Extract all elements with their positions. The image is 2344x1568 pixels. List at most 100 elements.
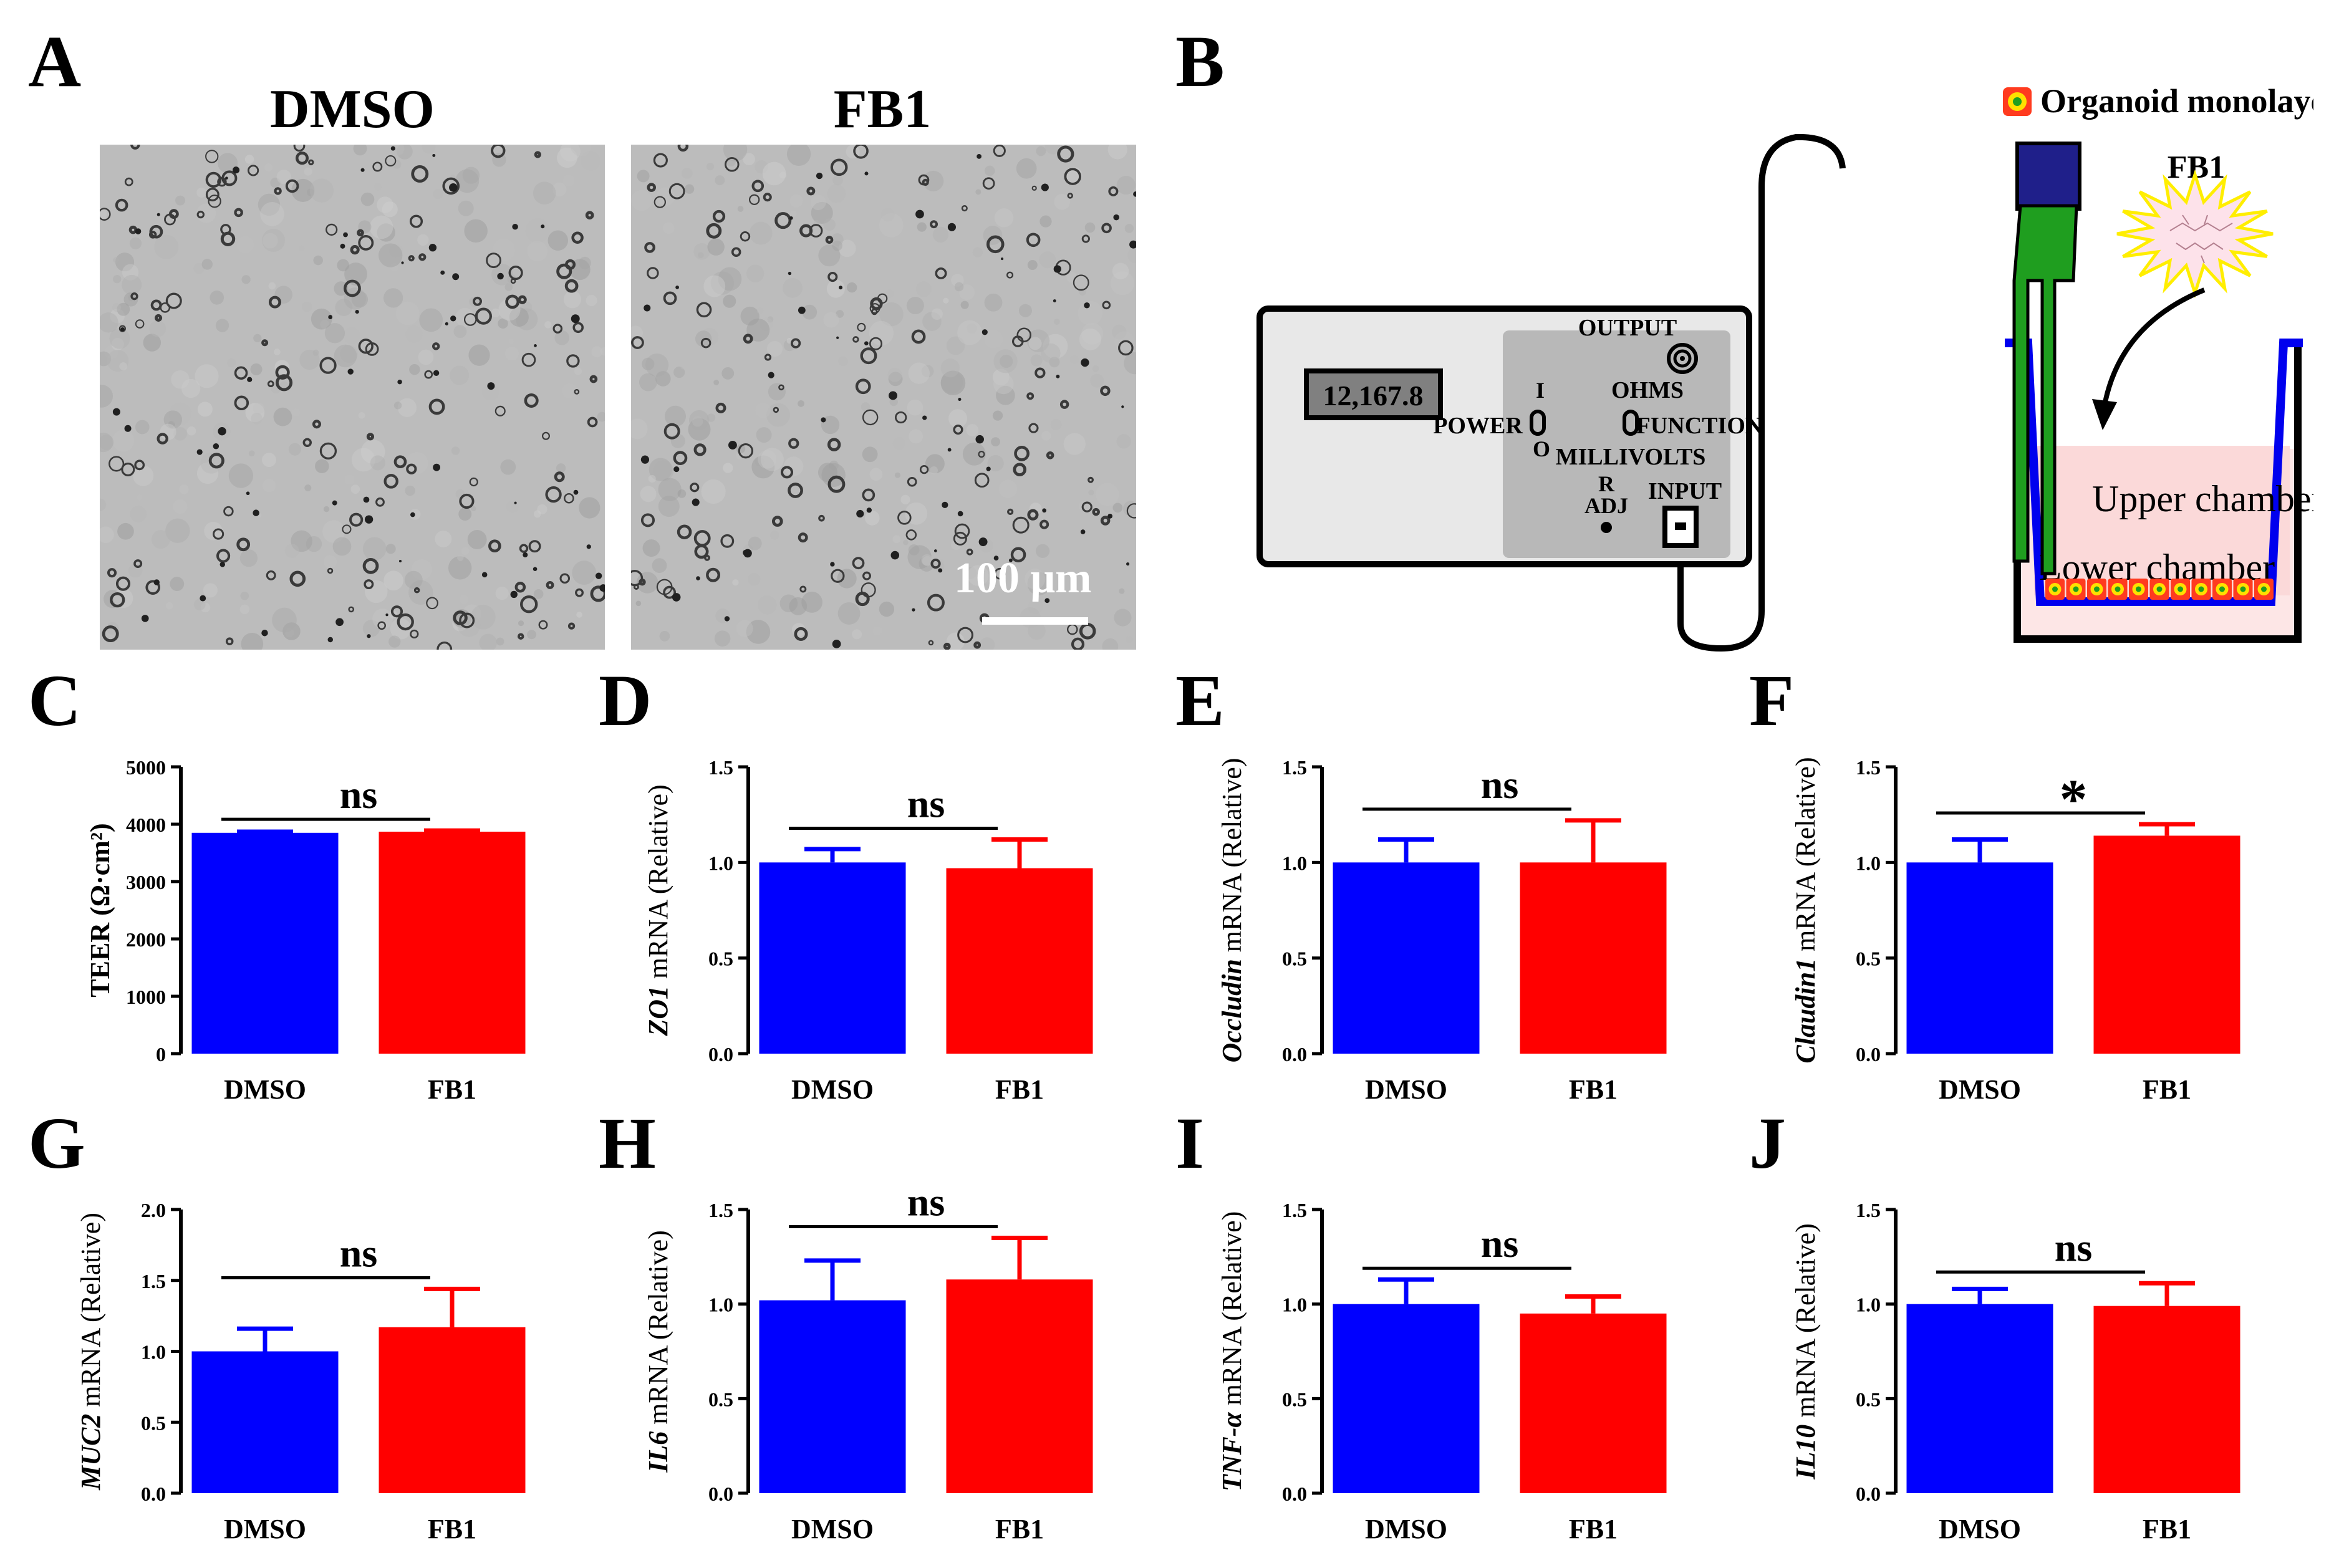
texture-speck: [789, 194, 803, 208]
cell-particle: [943, 642, 951, 650]
cell-particle: [1028, 423, 1039, 433]
texture-speck: [195, 364, 219, 388]
texture-speck: [1039, 251, 1056, 269]
dark-particle: [533, 567, 538, 572]
dark-particle: [675, 286, 679, 289]
texture-speck: [264, 163, 273, 172]
output-label: OUTPUT: [1578, 315, 1677, 341]
texture-speck: [921, 554, 933, 566]
texture-speck: [458, 507, 472, 521]
gene-name: IL6: [643, 1431, 673, 1473]
cell-particle: [115, 198, 128, 212]
dark-particle: [497, 272, 504, 280]
cell-particle: [424, 370, 433, 379]
y-axis-label: ZO1 mRNA (Relative): [643, 784, 673, 1036]
dark-particle: [724, 616, 730, 622]
texture-speck: [284, 544, 299, 559]
dark-particle: [788, 271, 792, 276]
x-category-label: FB1: [2143, 1514, 2191, 1544]
cell-particle: [907, 476, 917, 487]
texture-speck: [789, 597, 808, 615]
cell-particle: [365, 342, 379, 356]
texture-speck: [143, 334, 162, 352]
cell-particle: [1031, 185, 1037, 191]
cell-particle: [798, 532, 808, 543]
cell-particle: [426, 597, 438, 610]
texture-speck: [659, 630, 670, 642]
cell-particle: [220, 231, 236, 246]
texture-speck: [109, 328, 130, 349]
cell-particle: [953, 531, 967, 546]
texture-speck: [493, 238, 516, 261]
cell-particle: [740, 231, 751, 242]
texture-speck: [984, 293, 1003, 312]
cell-particle: [827, 475, 846, 493]
dark-particle: [798, 306, 806, 314]
y-axis-unit: mRNA (Relative): [643, 1230, 673, 1431]
texture-speck: [203, 583, 218, 598]
texture-speck: [365, 580, 388, 604]
cell-particle: [919, 464, 929, 474]
cell-particle: [631, 336, 644, 349]
texture-speck: [1053, 319, 1060, 325]
texture-speck: [648, 474, 656, 483]
texture-speck: [360, 440, 385, 464]
texture-speck: [921, 365, 934, 378]
texture-speck: [377, 196, 393, 213]
cell-particle: [295, 152, 309, 165]
cell-particle: [827, 438, 841, 451]
cell-particle: [520, 595, 538, 613]
y-axis-label: Claudin1 mRNA (Relative): [1790, 757, 1821, 1063]
texture-speck: [701, 479, 726, 504]
cell-particle: [319, 357, 337, 374]
texture-speck: [768, 383, 786, 401]
texture-speck: [786, 145, 811, 166]
scale-bar-label: 100 μm: [954, 554, 1092, 602]
texture-speck: [972, 247, 983, 257]
texture-speck: [773, 228, 792, 248]
bar-fb1: [1520, 862, 1667, 1054]
cell-particle: [107, 568, 117, 578]
texture-speck: [723, 145, 748, 161]
cell-particle: [799, 585, 807, 593]
dark-particle: [933, 549, 937, 552]
texture-speck: [307, 188, 315, 196]
dark-particle: [246, 491, 250, 496]
texture-speck: [714, 630, 731, 647]
texture-speck: [236, 236, 254, 254]
cell-particle: [208, 453, 224, 469]
texture-speck: [334, 344, 357, 368]
organoid-cell: [2149, 579, 2169, 600]
cell-particle: [565, 259, 576, 270]
texture-speck: [260, 202, 284, 226]
organoid-monolayer: [2045, 579, 2274, 600]
cell-particle: [110, 592, 125, 608]
dark-particle: [977, 154, 981, 159]
cell-particle: [390, 605, 403, 618]
cell-particle: [668, 183, 685, 200]
texture-speck: [1111, 324, 1127, 340]
texture-speck: [312, 349, 319, 356]
texture-speck: [168, 402, 192, 425]
cell-particle: [559, 573, 571, 584]
texture-speck: [241, 633, 264, 650]
texture-speck: [779, 594, 798, 613]
dark-particle: [571, 314, 580, 324]
texture-speck: [455, 169, 480, 193]
texture-speck: [1126, 636, 1133, 643]
cell-particle: [751, 180, 764, 193]
texture-speck: [291, 408, 301, 417]
cell-particle: [706, 567, 721, 582]
texture-speck: [1114, 608, 1132, 627]
x-category-label: FB1: [1569, 1074, 1618, 1105]
texture-speck: [313, 255, 323, 266]
gene-name: IL10: [1790, 1425, 1821, 1480]
texture-speck: [931, 308, 943, 320]
texture-speck: [204, 521, 223, 541]
dark-particle: [385, 613, 388, 617]
power-label: POWER: [1433, 413, 1523, 439]
cell-particle: [383, 474, 398, 489]
cell-particle: [234, 366, 248, 380]
dark-particle: [367, 634, 371, 638]
cell-particle: [518, 295, 527, 304]
